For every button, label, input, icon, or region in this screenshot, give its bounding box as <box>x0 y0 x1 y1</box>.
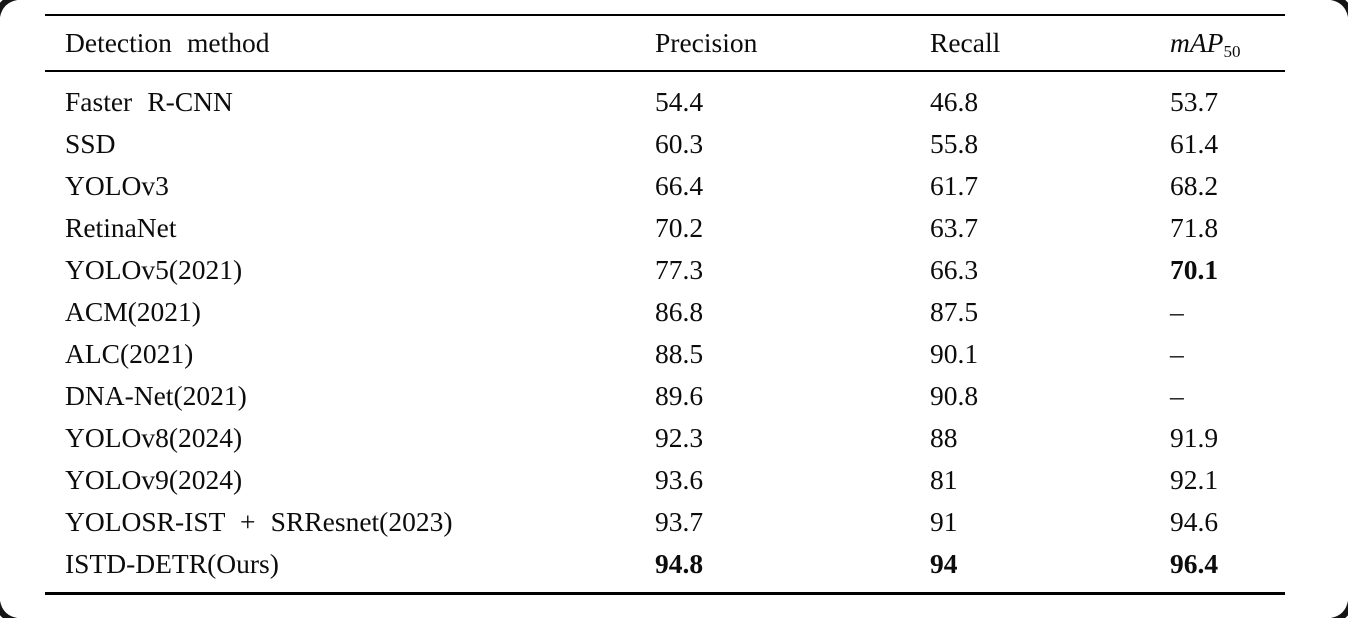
method-cell: DNA-Net(2021) <box>65 380 247 411</box>
frame-corner-top-left <box>0 0 18 18</box>
column-header-detection-method: Detection method <box>45 16 655 72</box>
map-header-subscript: 50 <box>1223 42 1241 62</box>
precision-cell: 77.3 <box>655 254 704 285</box>
map50-cell: 68.2 <box>1170 170 1219 201</box>
method-cell: YOLOv5(2021) <box>65 254 243 285</box>
recall-cell: 66.3 <box>930 254 979 285</box>
method-cell: ISTD-DETR(Ours) <box>65 548 279 579</box>
table-row: DNA-Net(2021) 89.6 90.8 – <box>45 375 1285 417</box>
map50-cell: 94.6 <box>1170 506 1219 537</box>
map50-cell: 96.4 <box>1170 548 1219 579</box>
recall-cell: 91 <box>930 506 958 537</box>
recall-cell: 55.8 <box>930 128 979 159</box>
recall-cell: 90.1 <box>930 338 979 369</box>
table-row: ISTD-DETR(Ours) 94.8 94 96.4 <box>45 543 1285 592</box>
map50-cell: – <box>1170 296 1184 327</box>
method-cell: YOLOv9(2024) <box>65 464 243 495</box>
map50-cell: 70.1 <box>1170 254 1219 285</box>
table-row: YOLOv3 66.4 61.7 68.2 <box>45 165 1285 207</box>
table-row: RetinaNet 70.2 63.7 71.8 <box>45 207 1285 249</box>
recall-cell: 63.7 <box>930 212 979 243</box>
frame-corner-bottom-left <box>0 600 18 618</box>
method-cell: YOLOv3 <box>65 170 169 201</box>
column-header-map50: mAP50 <box>1170 16 1285 72</box>
table-row: YOLOv5(2021) 77.3 66.3 70.1 <box>45 249 1285 291</box>
table-row: YOLOv9(2024) 93.6 81 92.1 <box>45 459 1285 501</box>
map50-cell: 91.9 <box>1170 422 1219 453</box>
precision-cell: 66.4 <box>655 170 704 201</box>
recall-cell: 88 <box>930 422 958 453</box>
map50-cell: 61.4 <box>1170 128 1219 159</box>
precision-cell: 93.7 <box>655 506 704 537</box>
method-cell: YOLOv8(2024) <box>65 422 243 453</box>
table-body: Faster R-CNN 54.4 46.8 53.7 SSD 60.3 55.… <box>45 71 1285 592</box>
map50-cell: 92.1 <box>1170 464 1219 495</box>
map50-cell: 53.7 <box>1170 86 1219 117</box>
table-row: Faster R-CNN 54.4 46.8 53.7 <box>45 71 1285 123</box>
frame-corner-top-right <box>1330 0 1348 18</box>
method-cell: SSD <box>65 128 116 159</box>
precision-cell: 93.6 <box>655 464 704 495</box>
precision-cell: 94.8 <box>655 548 704 579</box>
column-header-precision: Precision <box>655 16 930 72</box>
recall-cell: 94 <box>930 548 958 579</box>
precision-cell: 86.8 <box>655 296 704 327</box>
recall-cell: 46.8 <box>930 86 979 117</box>
precision-cell: 89.6 <box>655 380 704 411</box>
precision-cell: 88.5 <box>655 338 704 369</box>
precision-cell: 60.3 <box>655 128 704 159</box>
results-table-container: Detection method Precision Recall mAP50 … <box>45 14 1285 595</box>
method-cell: Faster R-CNN <box>65 86 233 117</box>
recall-cell: 61.7 <box>930 170 979 201</box>
table-row: ALC(2021) 88.5 90.1 – <box>45 333 1285 375</box>
recall-cell: 81 <box>930 464 958 495</box>
map-header-base: mAP <box>1170 27 1224 58</box>
table-row: YOLOSR-IST + SRResnet(2023) 93.7 91 94.6 <box>45 501 1285 543</box>
precision-cell: 54.4 <box>655 86 704 117</box>
results-table: Detection method Precision Recall mAP50 … <box>45 16 1285 592</box>
method-cell: ACM(2021) <box>65 296 201 327</box>
table-row: ACM(2021) 86.8 87.5 – <box>45 291 1285 333</box>
method-cell: YOLOSR-IST + SRResnet(2023) <box>65 506 453 537</box>
map50-cell: 71.8 <box>1170 212 1219 243</box>
method-cell: RetinaNet <box>65 212 177 243</box>
method-cell: ALC(2021) <box>65 338 194 369</box>
map50-cell: – <box>1170 380 1184 411</box>
precision-cell: 92.3 <box>655 422 704 453</box>
table-header-row: Detection method Precision Recall mAP50 <box>45 16 1285 72</box>
recall-cell: 87.5 <box>930 296 979 327</box>
frame-corner-bottom-right <box>1330 600 1348 618</box>
precision-cell: 70.2 <box>655 212 704 243</box>
map50-cell: – <box>1170 338 1184 369</box>
recall-cell: 90.8 <box>930 380 979 411</box>
table-row: YOLOv8(2024) 92.3 88 91.9 <box>45 417 1285 459</box>
column-header-recall: Recall <box>930 16 1170 72</box>
table-row: SSD 60.3 55.8 61.4 <box>45 123 1285 165</box>
